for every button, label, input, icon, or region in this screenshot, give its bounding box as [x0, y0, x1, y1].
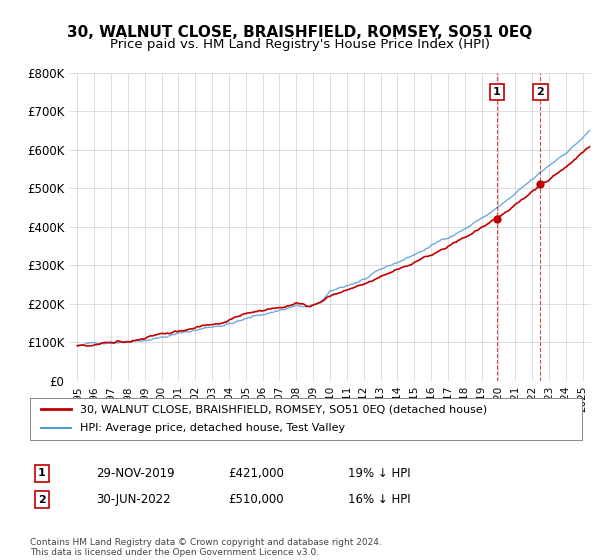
Text: 2: 2 — [536, 87, 544, 97]
Text: Contains HM Land Registry data © Crown copyright and database right 2024.
This d: Contains HM Land Registry data © Crown c… — [30, 538, 382, 557]
Text: 29-NOV-2019: 29-NOV-2019 — [96, 466, 175, 480]
Text: 30, WALNUT CLOSE, BRAISHFIELD, ROMSEY, SO51 0EQ: 30, WALNUT CLOSE, BRAISHFIELD, ROMSEY, S… — [67, 25, 533, 40]
Text: Price paid vs. HM Land Registry's House Price Index (HPI): Price paid vs. HM Land Registry's House … — [110, 38, 490, 51]
Text: £510,000: £510,000 — [228, 493, 284, 506]
Text: 19% ↓ HPI: 19% ↓ HPI — [348, 466, 410, 480]
Text: 30, WALNUT CLOSE, BRAISHFIELD, ROMSEY, SO51 0EQ (detached house): 30, WALNUT CLOSE, BRAISHFIELD, ROMSEY, S… — [80, 404, 487, 414]
Text: 30-JUN-2022: 30-JUN-2022 — [96, 493, 170, 506]
Text: 2: 2 — [38, 494, 46, 505]
Text: 1: 1 — [493, 87, 501, 97]
Text: 16% ↓ HPI: 16% ↓ HPI — [348, 493, 410, 506]
Text: 1: 1 — [38, 468, 46, 478]
Text: HPI: Average price, detached house, Test Valley: HPI: Average price, detached house, Test… — [80, 423, 345, 433]
Text: £421,000: £421,000 — [228, 466, 284, 480]
